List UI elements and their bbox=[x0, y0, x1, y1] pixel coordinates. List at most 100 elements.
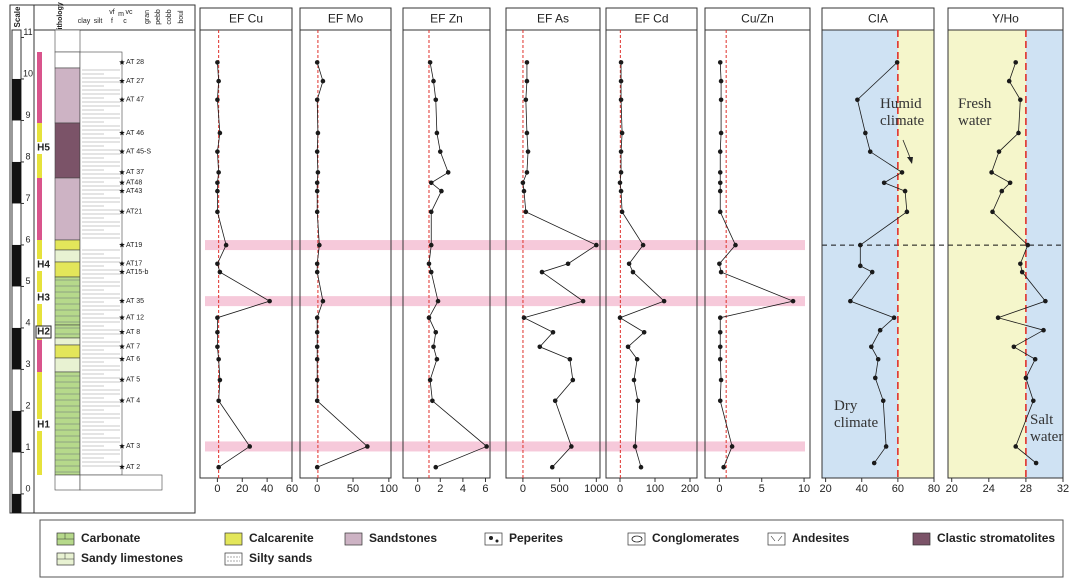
grain-size-label: boul bbox=[178, 10, 185, 24]
data-point bbox=[1033, 357, 1038, 362]
data-point bbox=[863, 131, 868, 136]
data-point bbox=[1013, 60, 1018, 65]
x-tick-label: 60 bbox=[286, 483, 298, 495]
legend-frame bbox=[40, 520, 1063, 577]
legend-swatch bbox=[913, 533, 930, 545]
sample-label: AT 12 bbox=[126, 314, 144, 321]
data-point bbox=[438, 149, 443, 154]
data-point bbox=[996, 315, 1001, 320]
data-point bbox=[537, 344, 542, 349]
data-point bbox=[858, 243, 863, 248]
data-point bbox=[619, 149, 624, 154]
x-tick-label: 32 bbox=[1057, 483, 1069, 495]
panel-title: EF As bbox=[537, 12, 569, 26]
data-point bbox=[521, 180, 526, 185]
data-point bbox=[1024, 376, 1029, 381]
data-point bbox=[620, 131, 625, 136]
lithology-layer bbox=[55, 358, 80, 372]
data-point bbox=[718, 210, 723, 215]
x-tick-label: 2 bbox=[437, 483, 443, 495]
x-tick-label: 80 bbox=[928, 483, 940, 495]
data-point bbox=[215, 210, 220, 215]
data-point bbox=[315, 60, 320, 65]
data-point bbox=[1018, 261, 1023, 266]
lithology-layer bbox=[55, 30, 80, 52]
annotation: Salt water bbox=[1030, 412, 1066, 446]
data-point bbox=[215, 60, 220, 65]
data-point bbox=[869, 344, 874, 349]
data-point bbox=[315, 210, 320, 215]
x-tick-label: 40 bbox=[856, 483, 868, 495]
data-point bbox=[429, 210, 434, 215]
data-point bbox=[315, 180, 320, 185]
scale-tick-label: 8 bbox=[25, 151, 30, 161]
sample-label: AT 7 bbox=[126, 343, 140, 350]
data-point bbox=[997, 149, 1002, 154]
data-point bbox=[435, 357, 440, 362]
x-tick-label: 20 bbox=[236, 483, 248, 495]
data-point bbox=[631, 270, 636, 275]
lithology-layer bbox=[55, 372, 80, 475]
highlight-band bbox=[205, 441, 805, 451]
x-tick-label: 4 bbox=[460, 483, 466, 495]
x-tick-label: 24 bbox=[983, 483, 995, 495]
data-point bbox=[633, 444, 638, 449]
legend-swatch bbox=[345, 533, 362, 545]
sample-label: AT 28 bbox=[126, 59, 144, 66]
data-point bbox=[427, 315, 432, 320]
data-point bbox=[429, 270, 434, 275]
data-point bbox=[999, 189, 1004, 194]
data-point bbox=[551, 330, 556, 335]
data-point bbox=[635, 357, 640, 362]
panel-title: CIA bbox=[868, 12, 888, 26]
data-point bbox=[315, 378, 320, 383]
data-point bbox=[990, 210, 995, 215]
data-point bbox=[619, 189, 624, 194]
data-point bbox=[618, 315, 623, 320]
data-point bbox=[316, 131, 321, 136]
data-point bbox=[594, 243, 599, 248]
legend-label: Conglomerates bbox=[652, 531, 740, 545]
x-tick-label: 6 bbox=[482, 483, 488, 495]
lithology-layer bbox=[55, 123, 80, 178]
x-tick-label: 200 bbox=[681, 483, 699, 495]
panel-title: EF Cd bbox=[634, 12, 668, 26]
data-point bbox=[216, 398, 221, 403]
data-point bbox=[1013, 444, 1018, 449]
data-point bbox=[718, 149, 723, 154]
unit-label: H5 bbox=[37, 143, 50, 154]
data-point bbox=[215, 189, 220, 194]
legend-swatch bbox=[485, 533, 502, 545]
sample-label: AT19 bbox=[126, 242, 142, 249]
data-point bbox=[632, 378, 637, 383]
figure: Scale01234567891011Lithologyclaysiltvffm… bbox=[0, 0, 1077, 581]
legend-swatch bbox=[225, 553, 242, 565]
unit-strip bbox=[37, 178, 42, 240]
x-tick-label: 100 bbox=[646, 483, 664, 495]
lithology-layer bbox=[55, 68, 80, 123]
data-point bbox=[315, 357, 320, 362]
data-point bbox=[315, 465, 320, 470]
data-point bbox=[619, 79, 624, 84]
annotation: Dry climate bbox=[834, 398, 894, 432]
sample-label: AT 35 bbox=[126, 298, 144, 305]
data-point bbox=[870, 270, 875, 275]
data-point bbox=[717, 261, 722, 266]
data-point bbox=[719, 378, 724, 383]
data-point bbox=[566, 261, 571, 266]
data-point bbox=[215, 149, 220, 154]
legend-label: Peperites bbox=[509, 531, 563, 545]
grain-column-base bbox=[80, 475, 162, 490]
data-point bbox=[642, 330, 647, 335]
data-point bbox=[218, 270, 223, 275]
data-point bbox=[581, 299, 586, 304]
lithology-layer bbox=[55, 52, 80, 68]
data-point bbox=[1041, 328, 1046, 333]
lithology-layer bbox=[55, 178, 80, 240]
grain-size-label: c bbox=[123, 18, 127, 25]
data-point bbox=[321, 299, 326, 304]
lithology-layer bbox=[55, 325, 80, 338]
sample-label: AT 8 bbox=[126, 329, 140, 336]
data-point bbox=[315, 149, 320, 154]
scale-block bbox=[12, 328, 21, 369]
